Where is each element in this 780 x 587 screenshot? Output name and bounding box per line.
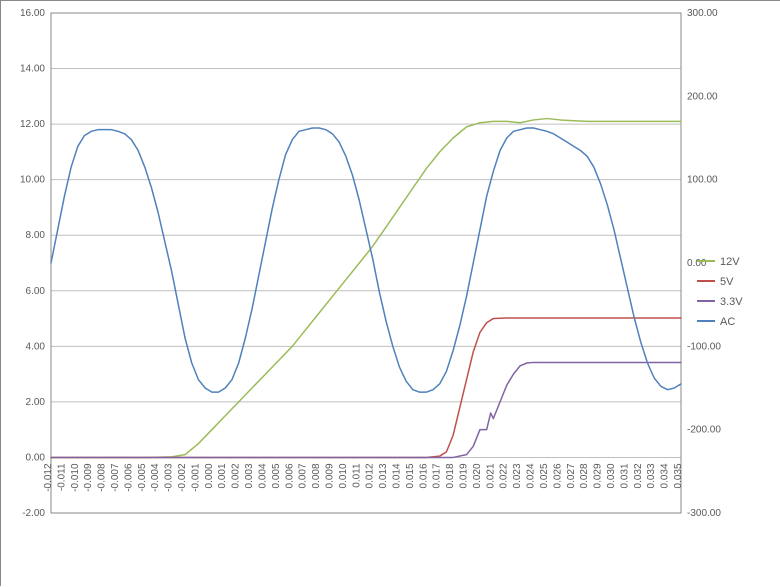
y-left-tick-label: 16.00 bbox=[20, 8, 45, 19]
x-tick-label: 0.034 bbox=[660, 463, 671, 488]
x-tick-label: 0.006 bbox=[284, 463, 295, 488]
x-tick-label: -0.007 bbox=[110, 463, 121, 492]
y-left-tick-label: 12.00 bbox=[20, 119, 45, 130]
x-tick-label: 0.019 bbox=[459, 463, 470, 488]
x-tick-label: 0.017 bbox=[432, 463, 443, 488]
y-left-tick-label: 8.00 bbox=[26, 230, 46, 241]
x-tick-label: 0.027 bbox=[566, 463, 577, 488]
x-tick-label: 0.015 bbox=[405, 463, 416, 488]
x-tick-label: 0.010 bbox=[338, 463, 349, 488]
x-tick-label: 0.020 bbox=[472, 463, 483, 488]
legend-label: 5V bbox=[720, 276, 734, 288]
y-left-tick-label: 4.00 bbox=[26, 341, 46, 352]
x-tick-label: 0.031 bbox=[619, 463, 630, 488]
y-left-tick-label: 2.00 bbox=[26, 397, 46, 408]
x-tick-label: 0.009 bbox=[324, 463, 335, 488]
x-tick-label: 0.008 bbox=[311, 463, 322, 488]
x-tick-label: 0.026 bbox=[552, 463, 563, 488]
legend-label: 12V bbox=[720, 256, 740, 268]
x-tick-label: -0.001 bbox=[190, 463, 201, 492]
x-tick-label: 0.025 bbox=[539, 463, 550, 488]
x-tick-label: 0.007 bbox=[298, 463, 309, 488]
x-tick-label: 0.002 bbox=[231, 463, 242, 488]
x-tick-label: 0.022 bbox=[499, 463, 510, 488]
x-tick-label: 0.033 bbox=[646, 463, 657, 488]
x-tick-label: 0.003 bbox=[244, 463, 255, 488]
legend-label: AC bbox=[720, 316, 735, 328]
line-chart: -2.00 0.00 2.00 4.00 6.00 8.00 10.00 12.00 14.00… bbox=[1, 1, 780, 587]
x-tick-label: -0.012 bbox=[43, 463, 54, 492]
x-tick-label: 0.018 bbox=[445, 463, 456, 488]
x-tick-label: -0.006 bbox=[123, 463, 134, 492]
y-right-tick-label: -200.00 bbox=[687, 425, 721, 436]
x-tick-label: -0.004 bbox=[150, 463, 161, 492]
x-tick-label: 0.004 bbox=[257, 463, 268, 488]
x-tick-label: -0.011 bbox=[56, 463, 67, 491]
x-tick-label: 0.001 bbox=[217, 463, 228, 488]
y-left-tick-label: 10.00 bbox=[20, 175, 45, 186]
x-tick-label: -0.003 bbox=[164, 463, 175, 492]
x-tick-label: 0.024 bbox=[526, 463, 537, 488]
legend-label: 3.3V bbox=[720, 296, 743, 308]
x-tick-label: 0.016 bbox=[418, 463, 429, 488]
x-tick-label: 0.023 bbox=[512, 463, 523, 488]
x-tick-label: -0.002 bbox=[177, 463, 188, 492]
y-left-tick-label: -2.00 bbox=[22, 508, 45, 519]
x-tick-label: 0.030 bbox=[606, 463, 617, 488]
x-tick-label: -0.010 bbox=[70, 463, 81, 492]
x-tick-label: -0.008 bbox=[97, 463, 108, 492]
x-tick-label: 0.013 bbox=[378, 463, 389, 488]
y-right-tick-label: -100.00 bbox=[687, 341, 721, 352]
x-tick-label: 0.005 bbox=[271, 463, 282, 488]
chart-container: -2.00 0.00 2.00 4.00 6.00 8.00 10.00 12.00 14.00… bbox=[0, 0, 780, 586]
x-tick-label: 0.000 bbox=[204, 463, 215, 488]
x-tick-label: 0.011 bbox=[351, 463, 362, 488]
x-tick-label: 0.014 bbox=[392, 463, 403, 488]
x-tick-label: 0.028 bbox=[579, 463, 590, 488]
y-right-tick-label: 100.00 bbox=[687, 175, 718, 186]
y-right-tick-label: 200.00 bbox=[687, 91, 718, 102]
x-tick-label: 0.012 bbox=[365, 463, 376, 488]
x-tick-label: 0.029 bbox=[593, 463, 604, 488]
y-right-tick-label: 0.00 bbox=[687, 258, 707, 269]
x-tick-label: 0.032 bbox=[633, 463, 644, 488]
y-left-tick-label: 0.00 bbox=[26, 452, 46, 463]
x-tick-label: -0.005 bbox=[137, 463, 148, 492]
y-right-tick-label: -300.00 bbox=[687, 508, 721, 519]
y-left-tick-label: 14.00 bbox=[20, 64, 45, 75]
y-left-tick-label: 6.00 bbox=[26, 286, 46, 297]
x-tick-label: 0.035 bbox=[673, 463, 684, 488]
x-tick-label: 0.021 bbox=[485, 463, 496, 488]
y-right-tick-label: 300.00 bbox=[687, 8, 718, 19]
x-tick-label: -0.009 bbox=[83, 463, 94, 492]
